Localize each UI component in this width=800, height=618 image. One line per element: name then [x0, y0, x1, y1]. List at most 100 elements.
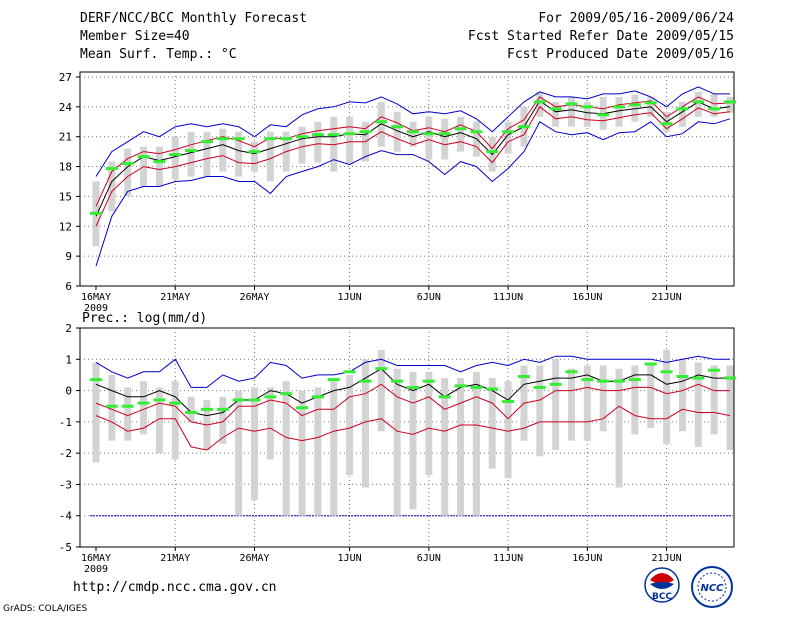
start-date: Fcst Started Refer Date 2009/05/15: [467, 29, 734, 44]
ensemble-box: [171, 381, 179, 460]
green-marker: [676, 374, 689, 378]
green-marker: [597, 113, 610, 117]
green-marker: [90, 378, 102, 382]
green-marker: [613, 379, 626, 383]
ensemble-box: [92, 362, 100, 463]
header-left: DERF/NCC/BCC Monthly Forecast Member Size…: [80, 10, 307, 64]
ensemble-box: [710, 93, 718, 117]
mean-line: [95, 100, 731, 217]
green-marker: [216, 137, 229, 141]
x-tick-sublabel: 2009: [84, 303, 108, 314]
ensemble-box: [235, 390, 243, 516]
bcc-logo: BCC: [644, 567, 680, 603]
green-marker: [359, 130, 372, 134]
green-marker: [343, 132, 356, 136]
green-marker: [438, 132, 451, 136]
green-marker: [517, 125, 530, 129]
plot-frame: [79, 327, 735, 548]
green-marker: [549, 382, 562, 386]
green-marker: [185, 149, 198, 153]
ensemble-box: [678, 359, 686, 432]
ensemble-box: [647, 365, 655, 429]
y-tick-label: 0: [65, 385, 72, 398]
green-marker: [628, 378, 641, 382]
ensemble-box: [457, 116, 465, 152]
ensemble-box: [409, 371, 417, 510]
green-marker: [359, 379, 372, 383]
green-marker: [185, 410, 198, 414]
ensemble-box: [251, 141, 258, 172]
green-marker: [454, 384, 467, 388]
ensemble-box: [726, 96, 734, 113]
y-tick-label: 2: [65, 322, 72, 335]
ensemble-box: [393, 111, 401, 152]
svg-text:BCC: BCC: [652, 592, 672, 602]
ensemble-box: [155, 387, 163, 454]
y-tick-label: 6: [65, 280, 72, 293]
green-marker: [422, 132, 435, 136]
ensemble-box: [298, 126, 306, 164]
green-marker: [613, 105, 626, 109]
ensemble-box: [441, 118, 449, 160]
y-tick-label: -4: [59, 510, 73, 523]
ensemble-box: [187, 396, 195, 422]
green-marker: [533, 100, 546, 104]
green-marker: [486, 150, 499, 154]
green-marker: [280, 137, 293, 141]
green-marker: [597, 379, 610, 383]
x-tick-label: 16JUN: [572, 292, 602, 303]
y-tick-label: -3: [59, 478, 72, 491]
green-marker: [581, 378, 594, 382]
green-marker: [422, 379, 435, 383]
x-tick-label: 21MAY: [160, 292, 190, 303]
green-marker: [502, 130, 515, 134]
ensemble-box: [425, 371, 433, 476]
variable-label: Mean Surf. Temp.: °C: [80, 47, 237, 62]
ensemble-box: [552, 101, 560, 127]
ensemble-box: [124, 148, 132, 197]
green-marker: [692, 100, 705, 104]
ensemble-box: [409, 121, 417, 147]
y-tick-label: 24: [59, 101, 73, 114]
x-tick-label: 16MAY: [81, 292, 111, 303]
ensemble-box: [678, 101, 686, 127]
green-marker: [137, 401, 150, 405]
green-marker: [454, 127, 467, 131]
ensemble-box: [155, 146, 163, 187]
max-line: [95, 86, 730, 177]
ensemble-box: [568, 368, 575, 441]
y-tick-label: 27: [59, 71, 72, 84]
green-marker: [248, 150, 261, 154]
green-marker: [200, 407, 213, 411]
ensemble-box: [171, 136, 179, 180]
green-marker: [676, 107, 689, 111]
green-marker: [660, 122, 673, 126]
green-marker: [105, 167, 118, 171]
green-marker: [708, 107, 721, 111]
x-tick-label: 21JUN: [652, 292, 682, 303]
green-marker: [391, 125, 404, 129]
green-marker: [724, 376, 736, 380]
ensemble-box: [346, 116, 354, 164]
green-marker: [470, 130, 483, 134]
green-marker: [565, 102, 578, 106]
green-marker: [248, 398, 261, 402]
green-marker: [264, 137, 277, 141]
green-marker: [169, 401, 182, 405]
ensemble-box: [583, 365, 591, 441]
green-marker: [565, 370, 578, 374]
green-marker: [660, 370, 673, 374]
ensemble-box: [346, 374, 354, 476]
ensemble-box: [219, 128, 227, 172]
y-tick-label: -2: [59, 447, 72, 460]
ensemble-box: [488, 378, 496, 469]
x-tick-label: 11JUN: [493, 292, 523, 303]
green-marker: [549, 107, 562, 111]
ensemble-box: [710, 365, 718, 435]
ensemble-box: [251, 387, 258, 501]
ensemble-box: [472, 371, 480, 516]
ensemble-box: [583, 101, 591, 127]
x-tick-label: 1JUN: [338, 553, 362, 564]
ensemble-box: [298, 390, 306, 516]
